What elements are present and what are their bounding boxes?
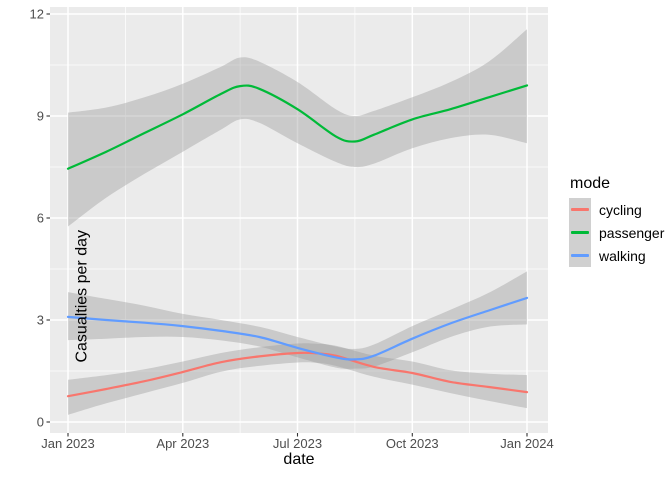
legend-key <box>569 221 591 244</box>
legend-title: mode <box>570 175 611 192</box>
x-tick-label: Jul 2023 <box>273 436 322 451</box>
y-tick-label: 3 <box>37 313 44 328</box>
y-axis-title: Casualties per day <box>73 230 91 363</box>
legend-item-cycling: cycling <box>569 198 664 221</box>
legend-key <box>569 244 591 267</box>
y-tick-label: 6 <box>37 211 44 226</box>
legend-key <box>569 198 591 221</box>
plot-panel <box>50 7 548 433</box>
legend-item-label: cycling <box>599 201 642 218</box>
legend-item-label: passenger <box>599 224 665 241</box>
geom-layer <box>66 29 529 415</box>
ribbon-passenger <box>68 29 527 227</box>
legend-item-walking: walking <box>569 244 664 267</box>
y-tick-label: 9 <box>37 109 44 124</box>
x-tick-label: Oct 2023 <box>386 436 439 451</box>
legend: mode cycling passenger walking <box>569 175 664 267</box>
legend-items: cycling passenger walking <box>569 198 664 267</box>
x-tick-label: Jan 2024 <box>500 436 554 451</box>
legend-item-label: walking <box>599 247 646 264</box>
y-tick-label: 12 <box>30 7 44 22</box>
y-tick-label: 0 <box>37 415 44 430</box>
legend-item-passenger: passenger <box>569 221 664 244</box>
line-passenger <box>66 84 529 170</box>
x-tick-label: Apr 2023 <box>156 436 209 451</box>
x-tick-label: Jan 2023 <box>41 436 95 451</box>
legend-key-line-icon <box>571 254 589 257</box>
legend-key-line-icon <box>571 231 589 234</box>
line-walking <box>66 296 529 361</box>
line-cycling <box>66 351 529 398</box>
ribbon-walking <box>68 271 527 369</box>
legend-key-line-icon <box>571 208 589 211</box>
x-axis-title: date <box>283 451 315 468</box>
